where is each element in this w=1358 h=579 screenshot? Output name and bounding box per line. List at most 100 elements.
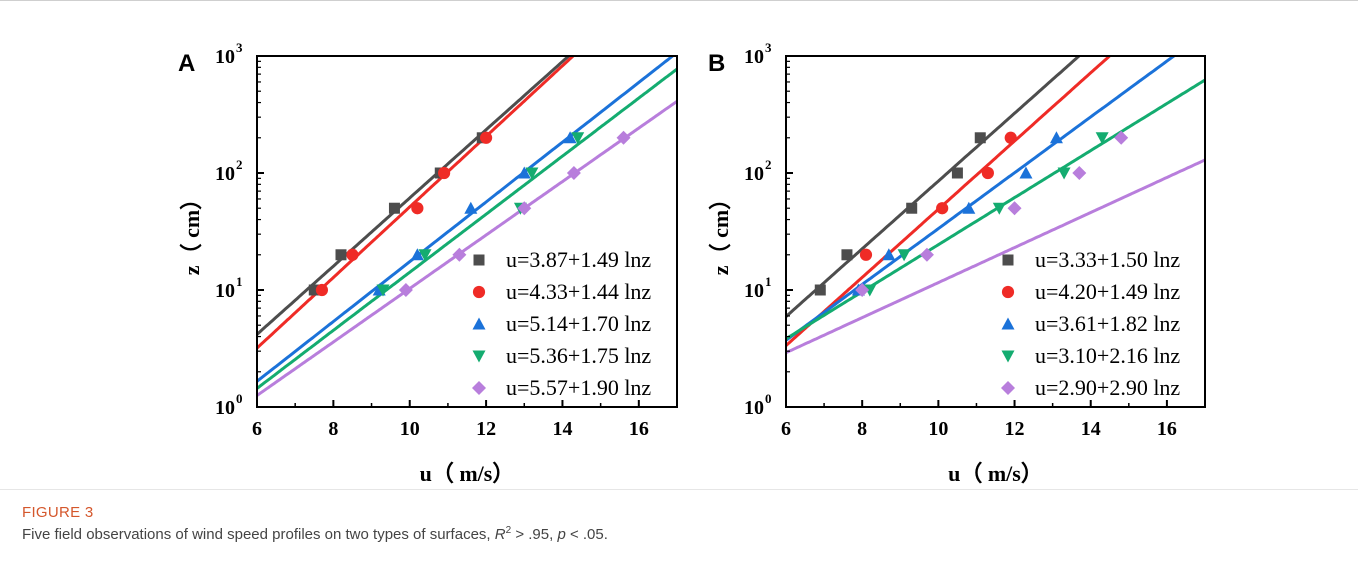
y-tick-exponent: 3 (236, 40, 243, 55)
fit-line (257, 67, 677, 390)
marker-square (473, 254, 485, 266)
x-tick-label: 16 (1157, 418, 1177, 440)
marker-square (951, 167, 963, 179)
marker-triangle-up (464, 201, 478, 214)
y-axis-title: z（ cm） (708, 188, 733, 275)
marker-diamond (1114, 130, 1129, 145)
legend-label: u=3.10+2.16 lnz (1035, 343, 1180, 368)
x-tick-label: 8 (857, 418, 867, 440)
y-tick-exponent: 1 (765, 274, 772, 289)
marker-triangle-down (472, 350, 486, 363)
y-tick-label: 10 (215, 46, 235, 68)
marker-triangle-down (525, 167, 539, 180)
marker-diamond (1007, 201, 1022, 216)
marker-triangle-up (882, 248, 896, 261)
marker-square (1002, 254, 1014, 266)
data-points (308, 130, 631, 297)
legend-label: u=3.33+1.50 lnz (1035, 247, 1180, 272)
y-tick-label: 10 (215, 397, 235, 419)
marker-square (388, 202, 400, 214)
legend-label: u=3.87+1.49 lnz (506, 247, 651, 272)
marker-triangle-up (1019, 166, 1033, 179)
x-tick-label: 6 (781, 418, 791, 440)
fit-line (786, 158, 1205, 355)
x-axis-title: u（ m/s） (420, 461, 515, 486)
marker-circle (936, 202, 949, 215)
marker-triangle-up (472, 317, 486, 330)
panel-label: A (178, 50, 195, 77)
marker-triangle-up (563, 131, 577, 144)
x-tick-label: 10 (400, 418, 420, 440)
fit-line (257, 56, 571, 336)
y-tick-label: 10 (744, 163, 764, 185)
y-tick-label: 10 (215, 163, 235, 185)
marker-square (906, 202, 918, 214)
marker-circle (437, 166, 451, 180)
legend-label: u=4.33+1.44 lnz (506, 279, 651, 304)
marker-triangle-up (517, 166, 531, 179)
y-tick-exponent: 0 (236, 391, 243, 406)
y-tick-exponent: 1 (236, 274, 243, 289)
y-tick-exponent: 2 (236, 157, 243, 172)
marker-circle (981, 166, 994, 180)
marker-circle (859, 248, 873, 261)
marker-triangle-down (897, 249, 911, 262)
y-tick-label: 10 (215, 280, 235, 302)
marker-diamond (517, 201, 532, 216)
marker-circle (472, 285, 486, 299)
marker-diamond (452, 247, 467, 262)
legend-label: u=2.90+2.90 lnz (1035, 375, 1180, 400)
fit-line (257, 56, 675, 383)
marker-circle (1001, 285, 1015, 299)
marker-square (814, 284, 826, 296)
marker-diamond (566, 166, 581, 180)
panel-label: B (708, 50, 725, 77)
legend-label: u=5.36+1.75 lnz (506, 343, 651, 368)
legend-label: u=5.14+1.70 lnz (506, 311, 651, 336)
y-tick-exponent: 0 (765, 391, 772, 406)
marker-triangle-up (1001, 317, 1015, 330)
marker-triangle-down (418, 249, 432, 262)
y-tick-exponent: 2 (765, 157, 772, 172)
x-tick-label: 12 (1005, 418, 1025, 440)
x-axis-title: u（ m/s） (948, 461, 1043, 486)
legend-label: u=3.61+1.82 lnz (1035, 311, 1180, 336)
marker-circle (346, 248, 359, 261)
marker-circle (1004, 131, 1017, 144)
legend-label: u=4.20+1.49 lnz (1035, 279, 1180, 304)
x-tick-label: 16 (629, 418, 649, 440)
marker-triangle-up (962, 201, 976, 214)
y-axis-title: z（ cm） (179, 188, 204, 275)
legend-label: u=5.57+1.90 lnz (506, 375, 651, 400)
marker-triangle-up (410, 248, 424, 261)
fit-line (786, 56, 1112, 347)
marker-triangle-down (1057, 167, 1071, 180)
marker-diamond (855, 283, 870, 297)
figure-caption: Five field observations of wind speed pr… (22, 525, 608, 543)
marker-circle (315, 283, 329, 297)
marker-diamond (919, 247, 934, 262)
marker-square (974, 132, 986, 144)
x-tick-label: 14 (552, 418, 572, 440)
marker-triangle-down (992, 202, 1006, 215)
marker-triangle-down (1001, 350, 1015, 363)
fit-line (257, 100, 677, 397)
marker-diamond (616, 130, 631, 145)
marker-square (841, 249, 853, 261)
x-tick-label: 14 (1081, 418, 1101, 440)
marker-triangle-down (376, 284, 390, 297)
y-tick-exponent: 3 (765, 40, 772, 55)
fit-lines (257, 56, 677, 397)
marker-diamond (1001, 381, 1015, 395)
x-tick-label: 12 (476, 418, 496, 440)
figure-label: FIGURE 3 (22, 504, 94, 521)
y-tick-label: 10 (744, 397, 764, 419)
y-tick-label: 10 (744, 46, 764, 68)
fit-line (786, 56, 1082, 318)
marker-square (308, 284, 320, 296)
marker-diamond (398, 283, 413, 297)
